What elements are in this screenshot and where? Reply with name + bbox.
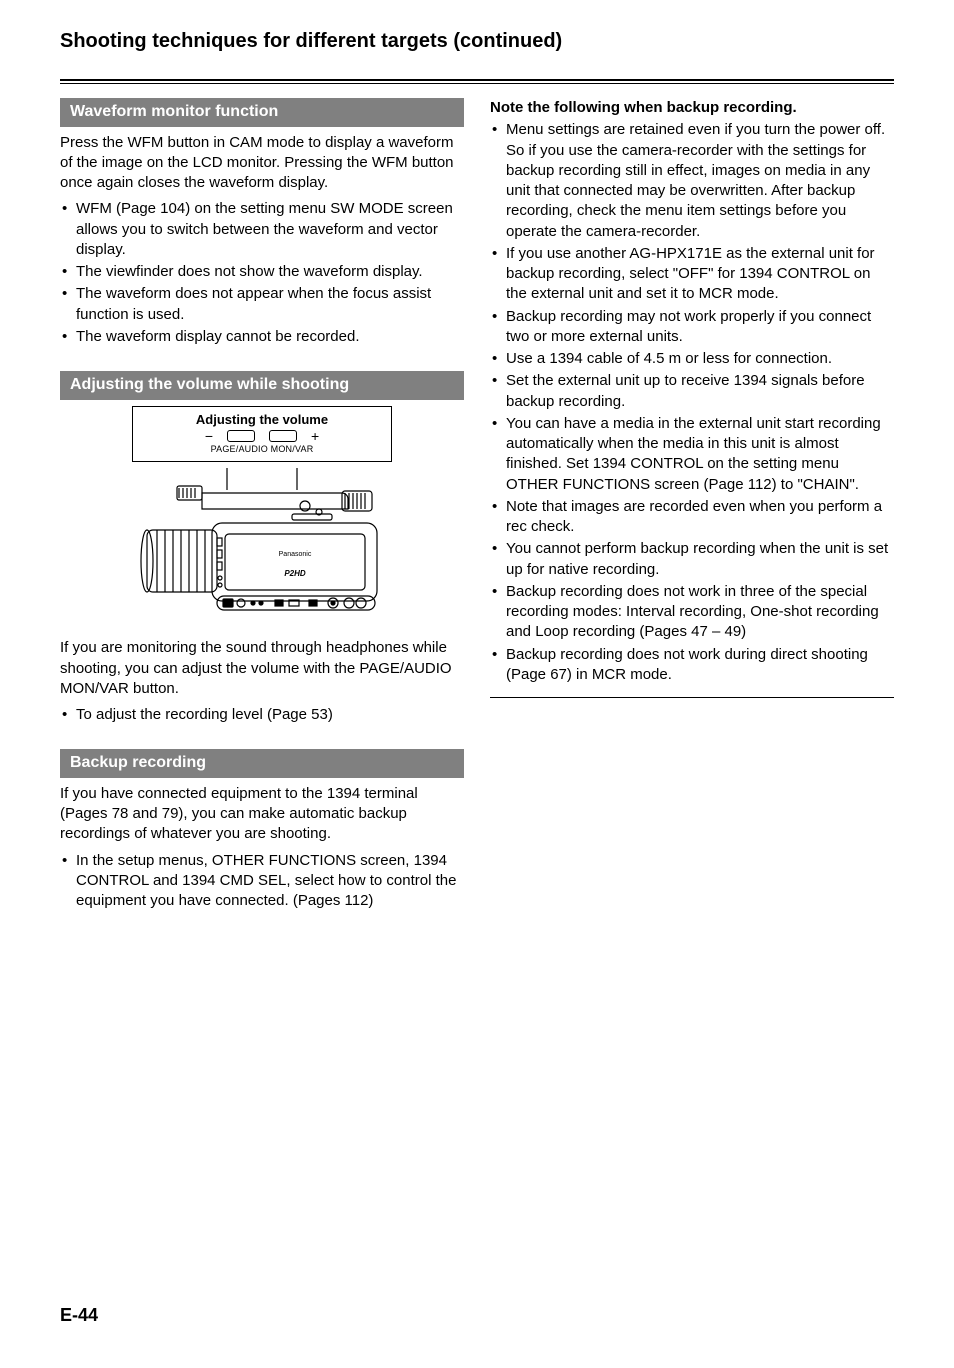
list-item: To adjust the recording level (Page 53) bbox=[60, 705, 464, 725]
list-item: Menu settings are retained even if you t… bbox=[490, 120, 894, 242]
svg-text:Panasonic: Panasonic bbox=[279, 551, 312, 558]
content-columns: Waveform monitor function Press the WFM … bbox=[60, 98, 894, 923]
list-item: Note that images are recorded even when … bbox=[490, 497, 894, 538]
list-item: In the setup menus, OTHER FUNCTIONS scre… bbox=[60, 851, 464, 912]
page-title: Shooting techniques for different target… bbox=[60, 28, 894, 61]
volume-figure-caption: PAGE/AUDIO MON/VAR bbox=[139, 443, 385, 455]
volume-figure: Adjusting the volume − + PAGE/AUDIO MON/… bbox=[132, 406, 392, 619]
waveform-bullets: WFM (Page 104) on the setting menu SW MO… bbox=[60, 199, 464, 347]
list-item: WFM (Page 104) on the setting menu SW MO… bbox=[60, 199, 464, 260]
list-item: Backup recording does not work during di… bbox=[490, 645, 894, 686]
volume-figure-title: Adjusting the volume bbox=[139, 411, 385, 429]
list-item: Set the external unit up to receive 1394… bbox=[490, 371, 894, 412]
volume-buttons-row: − + bbox=[139, 430, 385, 442]
right-column: Note the following when backup recording… bbox=[490, 98, 894, 923]
svg-text:P2HD: P2HD bbox=[284, 569, 306, 578]
list-item: The viewfinder does not show the wavefor… bbox=[60, 262, 464, 282]
volume-bullets: To adjust the recording level (Page 53) bbox=[60, 705, 464, 725]
volume-intro: If you are monitoring the sound through … bbox=[60, 638, 464, 699]
note-bottom-rule bbox=[490, 697, 894, 698]
waveform-intro: Press the WFM button in CAM mode to disp… bbox=[60, 133, 464, 194]
list-item: You can have a media in the external uni… bbox=[490, 414, 894, 495]
camera-illustration: Panasonic P2HD bbox=[137, 468, 387, 618]
list-item: If you use another AG-HPX171E as the ext… bbox=[490, 244, 894, 305]
vol-button-left-icon bbox=[227, 430, 255, 442]
section-waveform-header: Waveform monitor function bbox=[60, 98, 464, 127]
left-column: Waveform monitor function Press the WFM … bbox=[60, 98, 464, 923]
list-item: Backup recording does not work in three … bbox=[490, 582, 894, 643]
section-backup-header: Backup recording bbox=[60, 749, 464, 778]
minus-icon: − bbox=[205, 430, 213, 442]
list-item: You cannot perform backup recording when… bbox=[490, 539, 894, 580]
backup-intro: If you have connected equipment to the 1… bbox=[60, 784, 464, 845]
note-bullets: Menu settings are retained even if you t… bbox=[490, 120, 894, 685]
plus-icon: + bbox=[311, 430, 319, 442]
title-rule bbox=[60, 79, 894, 84]
vol-button-right-icon bbox=[269, 430, 297, 442]
list-item: Backup recording may not work properly i… bbox=[490, 307, 894, 348]
list-item: The waveform does not appear when the fo… bbox=[60, 284, 464, 325]
section-volume-header: Adjusting the volume while shooting bbox=[60, 371, 464, 400]
note-heading: Note the following when backup recording… bbox=[490, 98, 894, 118]
volume-label-box: Adjusting the volume − + PAGE/AUDIO MON/… bbox=[132, 406, 392, 463]
page-number: E-44 bbox=[60, 1303, 894, 1327]
backup-bullets: In the setup menus, OTHER FUNCTIONS scre… bbox=[60, 851, 464, 912]
list-item: Use a 1394 cable of 4.5 m or less for co… bbox=[490, 349, 894, 369]
list-item: The waveform display cannot be recorded. bbox=[60, 327, 464, 347]
